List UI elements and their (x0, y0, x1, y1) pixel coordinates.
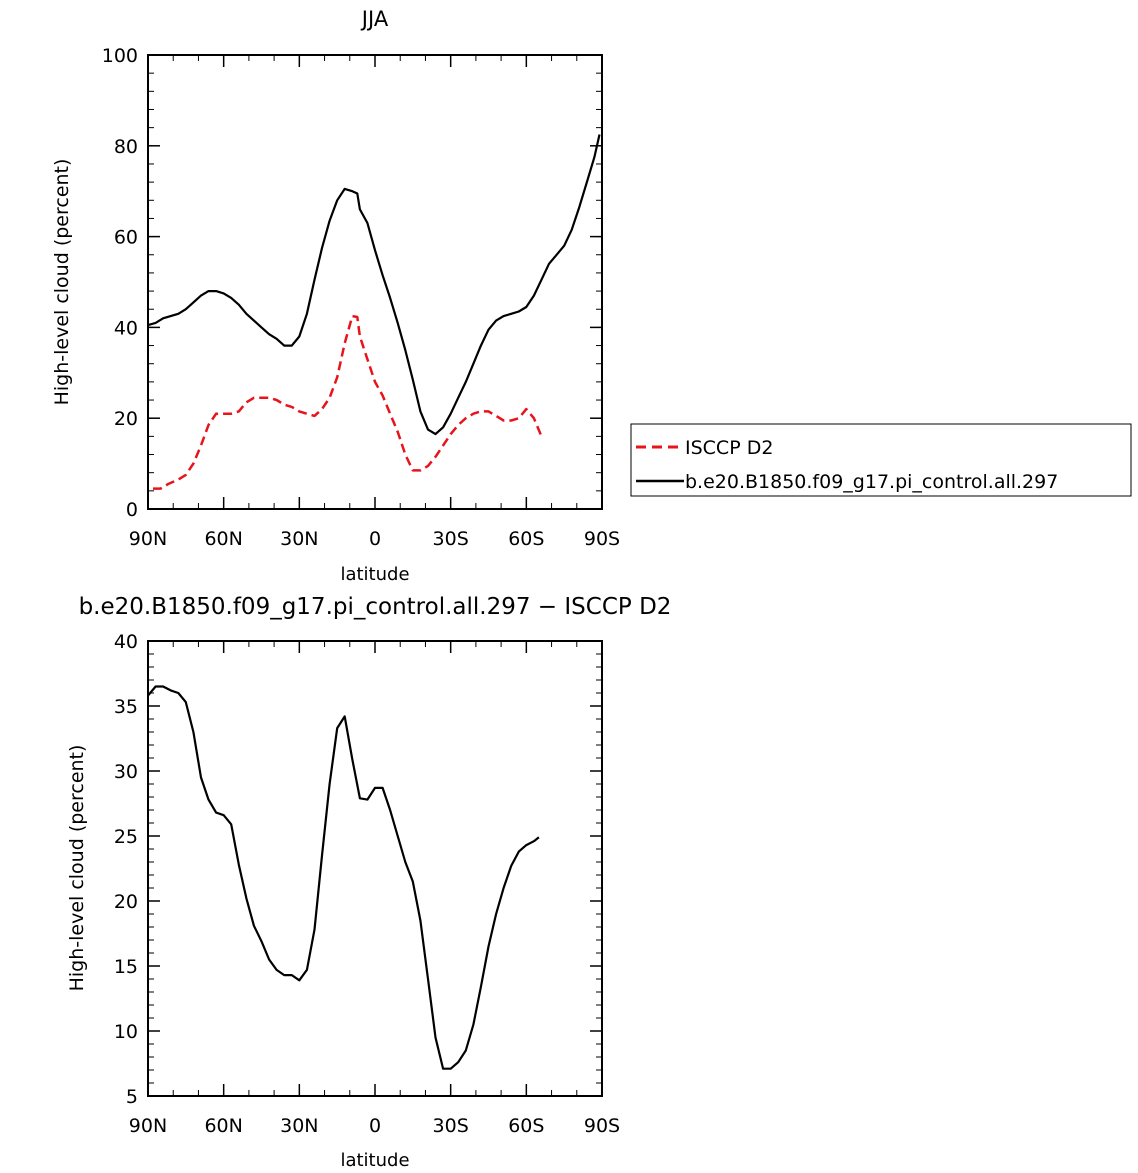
bottom-y-tick-label: 30 (114, 761, 138, 783)
top-series-line-1 (147, 134, 601, 436)
legend-label-isccp: ISCCP D2 (685, 437, 773, 459)
bottom-y-tick-label: 25 (114, 826, 138, 848)
bottom-y-tick-label: 40 (114, 631, 138, 653)
bottom-y-tick-label: 35 (114, 696, 138, 718)
bottom-panel: b.e20.B1850.f09_g17.pi_control.all.297 −… (66, 594, 671, 1171)
bottom-y-axis-label: High-level cloud (percent) (66, 745, 88, 992)
top-x-tick-label: 90N (129, 528, 167, 550)
top-y-tick-label: 40 (114, 317, 138, 339)
bottom-x-tick-label: 60S (508, 1115, 544, 1137)
top-y-tick-label: 0 (126, 499, 138, 521)
bottom-y-tick-label: 15 (114, 956, 138, 978)
top-x-axis-label: latitude (340, 564, 409, 585)
bottom-x-axis-label: latitude (340, 1150, 409, 1171)
top-x-tick-label: 60S (508, 528, 544, 550)
bottom-x-tick-label: 90N (129, 1115, 167, 1137)
top-y-tick-label: 60 (114, 227, 138, 249)
bottom-x-tick-label: 30S (433, 1115, 469, 1137)
legend: ISCCP D2 b.e20.B1850.f09_g17.pi_control.… (630, 423, 1132, 497)
top-y-axis-label: High-level cloud (percent) (51, 159, 73, 406)
top-x-tick-label: 30N (280, 528, 318, 550)
legend-box (630, 423, 1132, 497)
bottom-series-line-0 (147, 685, 540, 1070)
top-series-line-0 (153, 314, 543, 490)
bottom-x-tick-label: 0 (369, 1115, 381, 1137)
top-panel: JJA 90N 60N 30N 0 30S 60S 90S 0 20 40 60 80 100 lati… (51, 7, 620, 585)
top-x-tick-label: 90S (584, 528, 620, 550)
bottom-y-tick-label: 10 (114, 1021, 138, 1043)
top-y-tick-label: 80 (114, 136, 138, 158)
top-plot-frame (147, 54, 603, 510)
top-y-tick-label: 20 (114, 408, 138, 430)
bottom-y-tick-label: 5 (126, 1086, 138, 1108)
top-title: JJA (360, 7, 389, 31)
bottom-x-tick-label: 30N (280, 1115, 318, 1137)
top-x-tick-label: 0 (369, 528, 381, 550)
bottom-plot-frame (147, 640, 603, 1097)
bottom-x-tick-label: 90S (584, 1115, 620, 1137)
bottom-x-tick-label: 60N (204, 1115, 242, 1137)
top-y-tick-label: 100 (102, 45, 138, 67)
legend-label-model: b.e20.B1850.f09_g17.pi_control.all.297 (685, 471, 1058, 493)
bottom-title: b.e20.B1850.f09_g17.pi_control.all.297 −… (79, 594, 672, 620)
bottom-y-tick-label: 20 (114, 891, 138, 913)
top-x-tick-label: 30S (433, 528, 469, 550)
top-x-tick-label: 60N (204, 528, 242, 550)
